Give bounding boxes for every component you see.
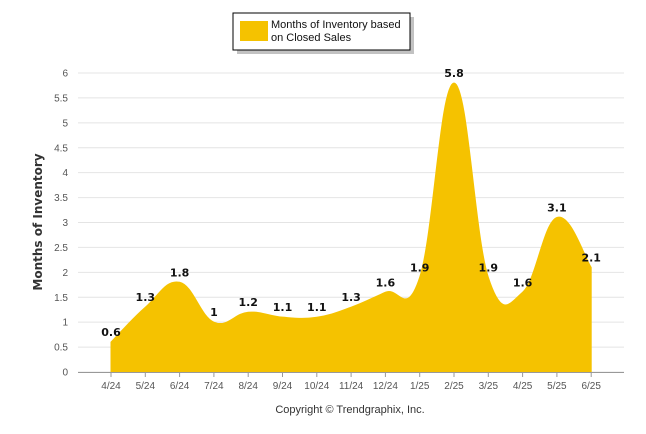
data-label: 1.9 xyxy=(410,261,430,274)
x-axis xyxy=(78,372,624,377)
x-tick-label: 9/24 xyxy=(273,381,293,392)
legend-line-2: on Closed Sales xyxy=(271,32,352,44)
y-tick-label: 6 xyxy=(62,69,68,80)
data-label: 1.1 xyxy=(307,301,327,314)
legend-swatch xyxy=(240,21,268,41)
x-tick-label: 2/25 xyxy=(444,381,464,392)
y-tick-labels: 0 0.5 1 1.5 2 2.5 3 3.5 4 4.5 5 5.5 6 xyxy=(54,69,68,379)
x-tick-label: 4/25 xyxy=(513,381,533,392)
data-label: 1.8 xyxy=(170,266,190,279)
data-label: 3.1 xyxy=(547,202,567,215)
x-tick-label: 7/24 xyxy=(204,381,224,392)
legend: Months of Inventory based on Closed Sale… xyxy=(232,12,414,54)
x-tick-label: 4/24 xyxy=(101,381,121,392)
y-tick-label: 3 xyxy=(62,218,68,229)
data-label: 1.9 xyxy=(479,261,499,274)
x-tick-label: 12/24 xyxy=(373,381,398,392)
y-tick-label: 2 xyxy=(62,268,68,279)
data-label: 1 xyxy=(210,306,218,319)
y-tick-label: 4.5 xyxy=(54,143,68,154)
data-label: 0.6 xyxy=(101,326,121,339)
area-series xyxy=(110,82,592,373)
x-tick-labels: 4/24 5/24 6/24 7/24 8/24 9/24 10/24 11/24 12/24 1… xyxy=(101,381,601,392)
x-tick-label: 8/24 xyxy=(238,381,258,392)
x-tick-label: 5/24 xyxy=(136,381,156,392)
x-tick-label: 5/25 xyxy=(547,381,567,392)
y-tick-label: 4 xyxy=(62,168,68,179)
data-label: 1.6 xyxy=(513,276,533,289)
data-label: 1.1 xyxy=(273,301,293,314)
data-label: 5.8 xyxy=(444,67,464,80)
area-fill xyxy=(110,82,592,373)
y-axis-title: Months of Inventory xyxy=(31,153,45,290)
data-label: 1.3 xyxy=(136,291,156,304)
x-tick-label: 10/24 xyxy=(304,381,329,392)
data-label: 1.2 xyxy=(238,296,258,309)
x-tick-label: 6/25 xyxy=(581,381,601,392)
y-tick-label: 0 xyxy=(62,368,68,379)
y-tick-label: 1 xyxy=(62,318,68,329)
data-label: 2.1 xyxy=(581,251,601,264)
y-tick-label: 5.5 xyxy=(54,93,68,104)
data-labels: 0.6 1.3 1.8 1 1.2 1.1 1.1 1.3 1.6 1.9 5.8 1.9 1.6 3.1… xyxy=(101,67,601,339)
x-tick-label: 6/24 xyxy=(170,381,190,392)
copyright-text: Copyright © Trendgraphix, Inc. xyxy=(275,404,424,416)
y-tick-label: 2.5 xyxy=(54,243,68,254)
x-tick-label: 11/24 xyxy=(339,381,364,392)
y-tick-label: 5 xyxy=(62,118,68,129)
legend-line-1: Months of Inventory based xyxy=(271,19,401,31)
data-label: 1.3 xyxy=(341,291,361,304)
y-tick-label: 1.5 xyxy=(54,293,68,304)
x-tick-label: 3/25 xyxy=(479,381,499,392)
y-tick-label: 0.5 xyxy=(54,343,68,354)
x-tick-label: 1/25 xyxy=(410,381,430,392)
data-label: 1.6 xyxy=(376,276,396,289)
y-tick-label: 3.5 xyxy=(54,193,68,204)
